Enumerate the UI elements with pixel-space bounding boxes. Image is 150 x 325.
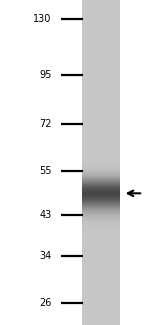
- Text: 43: 43: [40, 210, 52, 220]
- Text: 26: 26: [39, 298, 52, 308]
- Text: 130: 130: [33, 14, 52, 24]
- Text: 34: 34: [40, 251, 52, 261]
- Text: 72: 72: [39, 119, 52, 129]
- Text: 55: 55: [39, 166, 52, 176]
- Text: 95: 95: [39, 70, 52, 80]
